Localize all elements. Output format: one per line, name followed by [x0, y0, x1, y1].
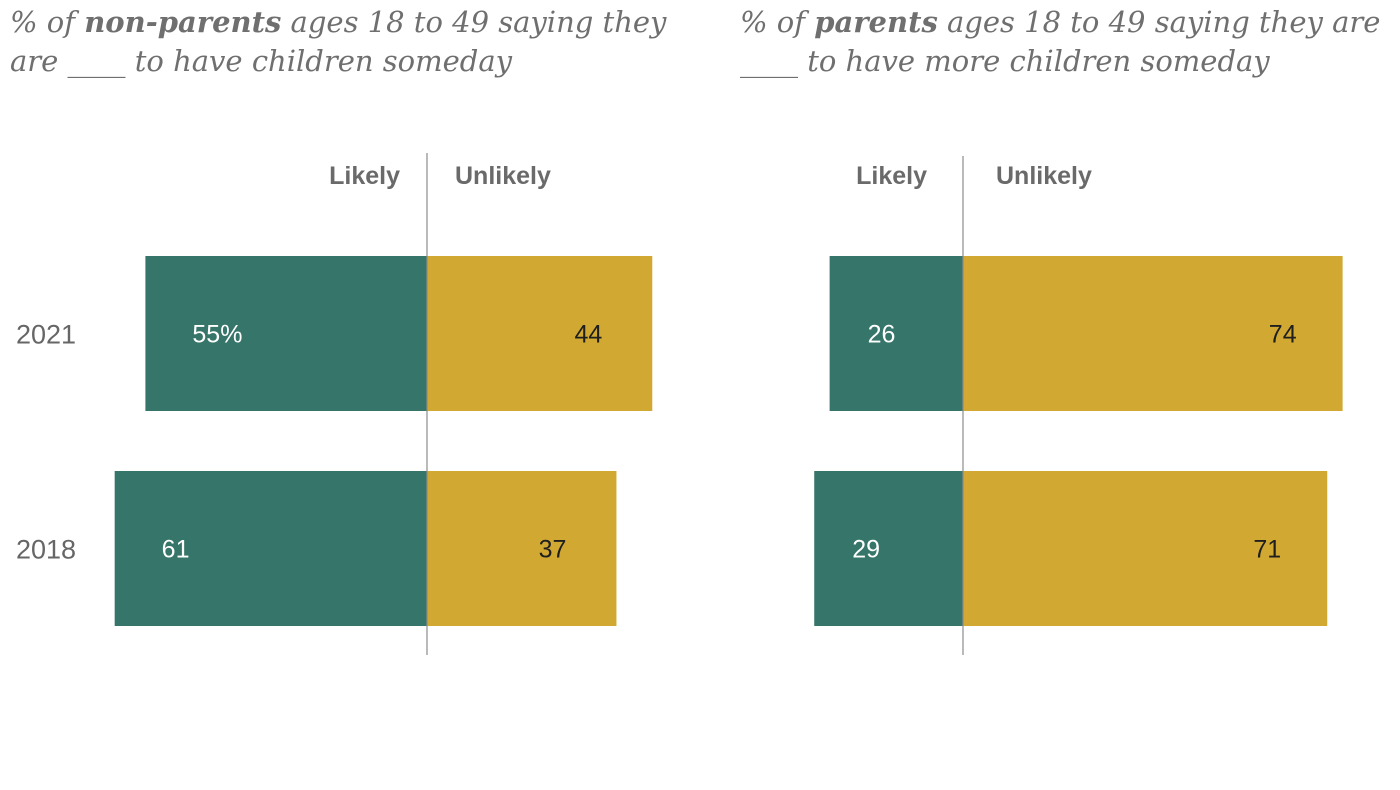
data-label-unlikely-2018: 71	[1253, 536, 1281, 564]
chart-panel-non-parents: % of non-parents ages 18 to 49 saying th…	[10, 3, 666, 655]
title-line2: are ____ to have children someday	[10, 44, 513, 78]
title-prefix: % of	[10, 5, 85, 39]
chart-title: % of parents ages 18 to 49 saying they a…	[740, 3, 1380, 81]
chart-panel-parents: % of parents ages 18 to 49 saying they a…	[700, 0, 1400, 790]
data-label-likely-2018: 29	[852, 536, 880, 564]
data-label-likely-2021: 26	[868, 321, 896, 349]
data-label-likely-2018: 61	[162, 536, 190, 564]
bar-unlikely-2018	[963, 471, 1328, 626]
column-header-likely: Likely	[856, 162, 927, 190]
bar-unlikely-2018	[427, 471, 617, 626]
bar-unlikely-2021	[427, 256, 653, 411]
title-line1-rest: ages 18 to 49 saying they	[281, 5, 667, 39]
diverging-bar-chart: Likely Unlikely 26 74 29 71	[814, 156, 1343, 655]
diverging-bar-chart: Likely Unlikely 55% 44 2021 61 37 2018	[16, 153, 653, 655]
column-header-likely: Likely	[329, 162, 400, 190]
data-label-likely-2021: 55%	[192, 321, 242, 349]
column-header-unlikely: Unlikely	[996, 162, 1092, 190]
chart-title: % of non-parents ages 18 to 49 saying th…	[10, 3, 666, 81]
title-bold: non-parents	[84, 5, 282, 39]
title-bold: parents	[814, 5, 938, 39]
column-header-unlikely: Unlikely	[455, 162, 551, 190]
category-label-2018: 2018	[16, 535, 76, 565]
category-label-2021: 2021	[16, 320, 76, 350]
bar-unlikely-2021	[963, 256, 1343, 411]
bar-likely-2021	[145, 256, 427, 411]
data-label-unlikely-2021: 44	[574, 321, 602, 349]
bar-likely-2018	[114, 471, 428, 626]
title-prefix: % of	[740, 5, 815, 39]
bar-likely-2018	[814, 471, 963, 626]
bar-likely-2021	[829, 256, 963, 411]
title-line1-rest: ages 18 to 49 saying they are	[937, 5, 1381, 39]
title-line2: ____ to have more children someday	[740, 44, 1270, 78]
data-label-unlikely-2021: 74	[1269, 321, 1297, 349]
data-label-unlikely-2018: 37	[539, 536, 567, 564]
